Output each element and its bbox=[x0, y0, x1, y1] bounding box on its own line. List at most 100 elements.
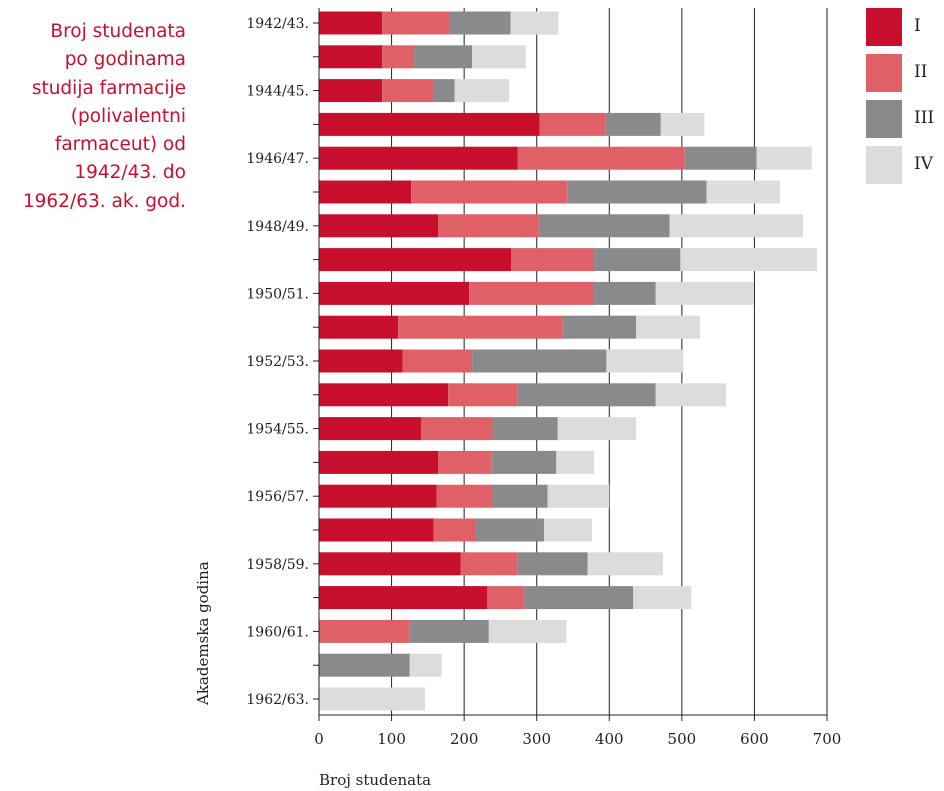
chart-title-line: 1962/63. ak. god. bbox=[22, 190, 186, 212]
chart-title-line: Broj studenata bbox=[50, 21, 186, 42]
bar-segment bbox=[433, 518, 476, 542]
bar-segment bbox=[319, 383, 449, 407]
bar-segment bbox=[432, 79, 455, 103]
bar-segment bbox=[438, 214, 539, 238]
bar-segment bbox=[475, 518, 544, 542]
x-tick-labels: 0 100 200 300 400 500 600 700 bbox=[314, 730, 841, 748]
bar-segment bbox=[492, 417, 558, 441]
chart-title-line: po godinama bbox=[64, 49, 186, 71]
legend-label: I bbox=[914, 16, 921, 36]
bar-segment bbox=[636, 315, 700, 339]
bar-segment bbox=[511, 248, 595, 272]
y-tick-label: 1944/45. bbox=[246, 84, 309, 100]
bar-segment bbox=[684, 146, 757, 170]
x-tick-label: 0 bbox=[314, 730, 324, 748]
bar-segment bbox=[319, 45, 383, 69]
bar-segment bbox=[543, 518, 592, 542]
bar-segment bbox=[517, 552, 588, 576]
bar-segment bbox=[319, 552, 461, 576]
bar-segment bbox=[319, 619, 410, 643]
bar-segment bbox=[411, 180, 568, 204]
x-axis-label: Broj studenata bbox=[319, 771, 431, 789]
bar-segment bbox=[524, 586, 634, 610]
legend-item: I bbox=[866, 8, 936, 46]
bar-segment bbox=[567, 180, 707, 204]
bar-segment bbox=[382, 79, 433, 103]
y-tick-label: 1958/59. bbox=[246, 557, 309, 573]
bar-segment bbox=[414, 45, 473, 69]
bar-segment bbox=[319, 417, 422, 441]
bar-segment bbox=[319, 248, 512, 272]
bars bbox=[319, 11, 817, 711]
bar-segment bbox=[319, 315, 399, 339]
bar-segment bbox=[605, 112, 661, 136]
bar-segment bbox=[319, 79, 383, 103]
bar-segment bbox=[655, 383, 727, 407]
y-tick-label: 1954/55. bbox=[246, 422, 309, 438]
bar-segment bbox=[460, 552, 518, 576]
y-tick-label: 1962/63. bbox=[246, 692, 309, 708]
legend-item: IV bbox=[866, 146, 936, 184]
bar-segment bbox=[454, 79, 510, 103]
bar-segment bbox=[319, 586, 488, 610]
chart-title-line: studija farmacije bbox=[31, 77, 186, 99]
bar-segment bbox=[655, 281, 754, 305]
x-tick-label: 500 bbox=[668, 730, 697, 748]
y-tick-label: 1956/57. bbox=[246, 489, 309, 505]
chart-title-line: 1942/43. do bbox=[74, 162, 186, 184]
bar-segment bbox=[319, 112, 540, 136]
bar-segment bbox=[472, 349, 607, 373]
x-tick-label: 200 bbox=[450, 730, 479, 748]
bar-segment bbox=[382, 45, 415, 69]
legend-swatch bbox=[866, 8, 902, 46]
x-tick-label: 100 bbox=[377, 730, 406, 748]
legend-item: III bbox=[866, 100, 936, 138]
bar-segment bbox=[319, 281, 470, 305]
bar-segment bbox=[319, 214, 439, 238]
bar-segment bbox=[660, 112, 705, 136]
bar-segment bbox=[606, 349, 684, 373]
bar-segment bbox=[594, 248, 681, 272]
bar-segment bbox=[438, 450, 492, 474]
bar-segment bbox=[538, 214, 670, 238]
bar-segment bbox=[562, 315, 637, 339]
x-tick-label: 600 bbox=[740, 730, 769, 748]
y-tick-labels: 1942/43. 1944/45. 1946/47. 1948/49. 1950/51.… bbox=[246, 16, 309, 708]
bar-segment bbox=[556, 450, 595, 474]
bar-segment bbox=[382, 11, 450, 35]
bar-segment bbox=[557, 417, 637, 441]
bar-segment bbox=[487, 586, 525, 610]
bar-segment bbox=[510, 11, 559, 35]
axis-frame bbox=[313, 8, 828, 721]
bar-segment bbox=[472, 45, 526, 69]
bar-segment bbox=[517, 146, 685, 170]
bar-segment bbox=[756, 146, 812, 170]
bar-segment bbox=[319, 349, 403, 373]
bar-segment bbox=[680, 248, 817, 272]
bar-segment bbox=[449, 11, 511, 35]
y-axis-label: Akademska godina bbox=[194, 561, 212, 706]
y-tick-label: 1960/61. bbox=[246, 624, 309, 640]
x-tick-label: 700 bbox=[813, 730, 842, 748]
y-tick-label: 1950/51. bbox=[246, 286, 309, 302]
bar-segment bbox=[491, 450, 557, 474]
bar-segment bbox=[402, 349, 473, 373]
legend-swatch bbox=[866, 100, 902, 138]
y-tick-label: 1946/47. bbox=[246, 151, 309, 167]
bar-segment bbox=[319, 653, 410, 677]
bar-segment bbox=[633, 586, 692, 610]
bar-segment bbox=[421, 417, 493, 441]
y-tick-label: 1948/49. bbox=[246, 219, 309, 235]
bar-segment bbox=[492, 484, 548, 508]
bar-segment bbox=[669, 214, 804, 238]
bar-segment bbox=[319, 518, 434, 542]
bar-segment bbox=[319, 11, 383, 35]
bar-segment bbox=[539, 112, 606, 136]
bar-segment bbox=[436, 484, 493, 508]
bar-segment bbox=[517, 383, 656, 407]
bar-segment bbox=[409, 653, 442, 677]
legend-swatch bbox=[866, 54, 902, 92]
y-tick-label: 1942/43. bbox=[246, 16, 309, 32]
bar-segment bbox=[587, 552, 663, 576]
